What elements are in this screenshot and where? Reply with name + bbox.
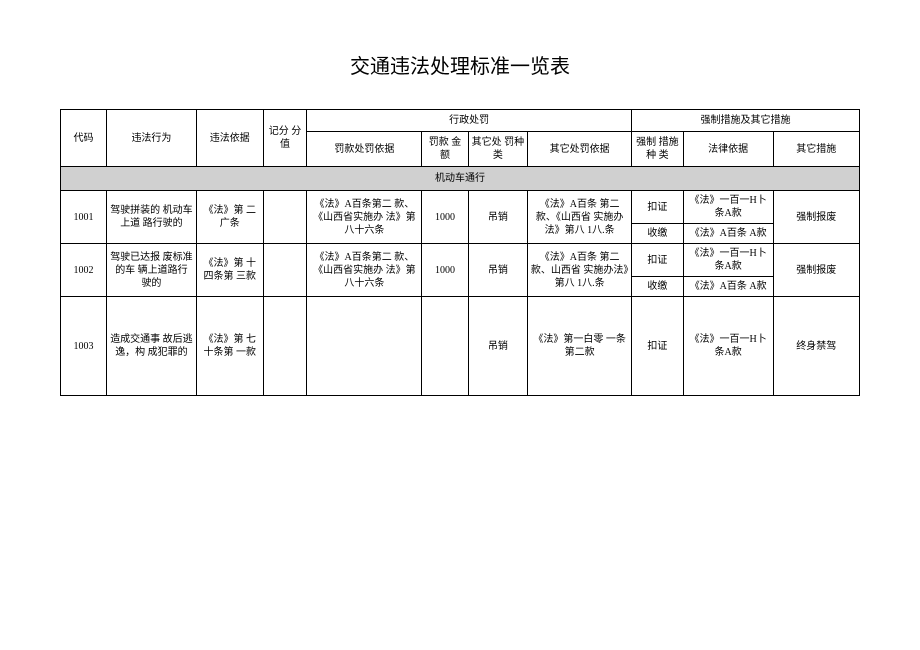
cell-act: 造成交通事 故后逃逸，构 成犯罪的 <box>107 297 197 396</box>
cell-mbasis: 《法》A百条 A款 <box>683 277 773 297</box>
cell-amount <box>422 297 468 396</box>
cell-mtype: 扣证 <box>631 191 683 224</box>
cell-basis: 《法》第 十四条第 三款 <box>196 244 263 297</box>
violation-table: 代码 违法行为 违法依据 记分 分值 行政处罚 强制措施及其它措施 罚款处罚依据… <box>60 109 860 396</box>
cell-measure: 终身禁驾 <box>773 297 859 396</box>
th-amount: 罚款 金额 <box>422 132 468 167</box>
th-score: 记分 分值 <box>263 110 307 167</box>
cell-obasis: 《法》A百条 第二款、《山西省 实施办法》第八 1八.条 <box>528 191 632 244</box>
cell-basis: 《法》第 七十条第 一款 <box>196 297 263 396</box>
table-row: 1001 驾驶拼装的 机动车上道 路行驶的 《法》第 二广条 《法》A百条第二 … <box>61 191 860 224</box>
cell-mbasis: 《法》一百一H卜条A款 <box>683 244 773 277</box>
cell-mbasis: 《法》一百一H卜条A款 <box>683 191 773 224</box>
section-row: 机动车通行 <box>61 167 860 191</box>
cell-basis: 《法》第 二广条 <box>196 191 263 244</box>
cell-score <box>263 191 307 244</box>
cell-mtype: 收缴 <box>631 277 683 297</box>
header-row-1: 代码 违法行为 违法依据 记分 分值 行政处罚 强制措施及其它措施 <box>61 110 860 132</box>
cell-amount: 1000 <box>422 244 468 297</box>
th-basis: 违法依据 <box>196 110 263 167</box>
cell-mtype: 扣证 <box>631 244 683 277</box>
th-act: 违法行为 <box>107 110 197 167</box>
cell-mbasis: 《法》一百一H卜条A款 <box>683 297 773 396</box>
cell-score <box>263 244 307 297</box>
cell-measure: 强制报废 <box>773 191 859 244</box>
cell-mtype: 收缴 <box>631 224 683 244</box>
th-other-basis: 其它处罚依据 <box>528 132 632 167</box>
cell-mtype: 扣证 <box>631 297 683 396</box>
th-penalty-basis: 罚款处罚依据 <box>307 132 422 167</box>
th-mbasis: 法律依据 <box>683 132 773 167</box>
cell-pbasis: 《法》A百条第二 款、《山西省实施办 法》第八十六条 <box>307 191 422 244</box>
cell-code: 1002 <box>61 244 107 297</box>
th-code: 代码 <box>61 110 107 167</box>
table-row: 1002 驾驶已达报 废标准的车 辆上道路行 驶的 《法》第 十四条第 三款 《… <box>61 244 860 277</box>
cell-mbasis: 《法》A百条 A款 <box>683 224 773 244</box>
cell-pbasis <box>307 297 422 396</box>
cell-act: 驾驶已达报 废标准的车 辆上道路行 驶的 <box>107 244 197 297</box>
th-compulsory: 强制措施及其它措施 <box>631 110 859 132</box>
cell-otype: 吊销 <box>468 191 528 244</box>
cell-otype: 吊销 <box>468 297 528 396</box>
th-admin-penalty: 行政处罚 <box>307 110 632 132</box>
page-title: 交通违法处理标准一览表 <box>60 50 860 79</box>
cell-pbasis: 《法》A百条第二 款、《山西省实施办 法》第八十六条 <box>307 244 422 297</box>
cell-act: 驾驶拼装的 机动车上道 路行驶的 <box>107 191 197 244</box>
cell-otype: 吊销 <box>468 244 528 297</box>
section-title: 机动车通行 <box>61 167 860 191</box>
th-other-type: 其它处 罚种类 <box>468 132 528 167</box>
cell-obasis: 《法》A百条 第二款、山西省 实施办法》第八 1八.条 <box>528 244 632 297</box>
cell-amount: 1000 <box>422 191 468 244</box>
cell-score <box>263 297 307 396</box>
th-omeasure: 其它措施 <box>773 132 859 167</box>
table-row: 1003 造成交通事 故后逃逸，构 成犯罪的 《法》第 七十条第 一款 吊销 《… <box>61 297 860 396</box>
cell-code: 1003 <box>61 297 107 396</box>
th-mtype: 强制 措施种 类 <box>631 132 683 167</box>
cell-code: 1001 <box>61 191 107 244</box>
cell-measure: 强制报废 <box>773 244 859 297</box>
cell-obasis: 《法》第一白零 一条第二款 <box>528 297 632 396</box>
